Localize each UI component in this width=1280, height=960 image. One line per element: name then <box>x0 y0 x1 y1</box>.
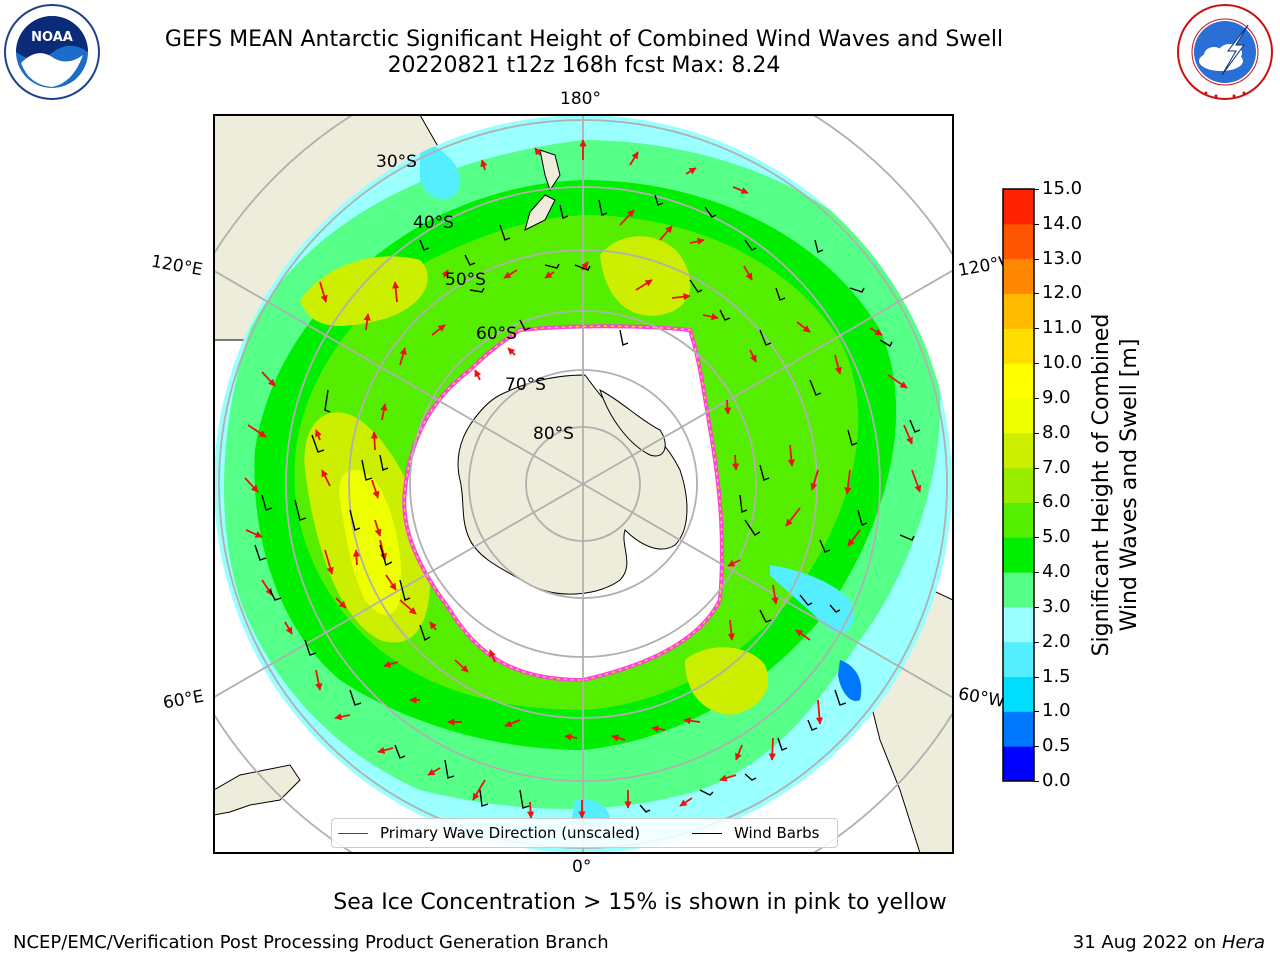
colorbar-tick <box>1034 397 1039 399</box>
colorbar-segment <box>1003 572 1034 608</box>
legend-wind-swatch <box>692 833 722 834</box>
colorbar-tick <box>1034 781 1039 782</box>
colorbar-segment <box>1003 711 1034 747</box>
footer-host: Hera <box>1221 932 1265 953</box>
lat-label-40s: 40°S <box>413 213 454 233</box>
colorbar-tick-label: 11.0 <box>1042 317 1083 339</box>
wind-barbs <box>254 194 921 813</box>
footer-date-text: 31 Aug 2022 on <box>1072 932 1222 953</box>
colorbar-tick <box>1034 189 1039 190</box>
legend-item-wind: Wind Barbs <box>692 824 819 842</box>
colorbar-tick <box>1034 676 1039 678</box>
colorbar-segment <box>1003 746 1034 782</box>
colorbar-segment <box>1003 432 1034 469</box>
colorbar-tick <box>1034 641 1039 643</box>
colorbar-segment <box>1003 676 1034 712</box>
legend-wave-swatch <box>338 833 368 834</box>
colorbar-segment <box>1003 328 1034 364</box>
colorbar-tick-label: 1.5 <box>1042 665 1071 687</box>
colorbar-tick-label: 4.0 <box>1042 561 1071 583</box>
noaa-logo: NOAA <box>4 4 100 100</box>
colorbar-tick <box>1034 293 1039 295</box>
colorbar-tick <box>1034 502 1039 504</box>
colorbar-title-line2: Wind Waves and Swell [m] <box>1117 338 1142 632</box>
noaa-text: NOAA <box>31 30 73 45</box>
legend-item-wave: Primary Wave Direction (unscaled) <box>338 824 640 842</box>
colorbar-tick-label: 15.0 <box>1042 178 1083 199</box>
colorbar <box>1002 188 1035 782</box>
map-legend: Primary Wave Direction (unscaled) Wind B… <box>331 818 838 848</box>
lat-label-60s: 60°S <box>476 324 517 344</box>
colorbar-segment <box>1003 189 1034 225</box>
colorbar-segment <box>1003 502 1034 538</box>
colorbar-title-line1: Significant Height of Combined <box>1089 313 1114 657</box>
africa-landmass <box>214 764 301 816</box>
legend-wave-label: Primary Wave Direction (unscaled) <box>380 824 641 842</box>
colorbar-segment <box>1003 537 1034 573</box>
colorbar-segment <box>1003 467 1034 503</box>
colorbar-tick-label: 5.0 <box>1042 526 1071 548</box>
colorbar-tick <box>1034 467 1039 469</box>
lat-label-50s: 50°S <box>445 270 486 290</box>
footer-date: 31 Aug 2022 on Hera <box>1073 932 1265 953</box>
colorbar-tick <box>1034 363 1039 365</box>
map-frame <box>213 114 954 854</box>
footer-credit: NCEP/EMC/Verification Post Processing Pr… <box>13 932 609 953</box>
colorbar-segment <box>1003 363 1034 399</box>
graticule <box>214 115 953 853</box>
lat-label-70s: 70°S <box>505 375 546 395</box>
colorbar-tick-label: 13.0 <box>1042 247 1083 269</box>
colorbar-tick <box>1034 328 1039 330</box>
colorbar-segment <box>1003 641 1034 678</box>
colorbar-tick-label: 12.0 <box>1042 282 1083 304</box>
wave-direction-arrows <box>244 139 922 819</box>
colorbar-segment <box>1003 223 1034 260</box>
nz-patch-outside <box>214 115 300 140</box>
colorbar-tick-label: 3.0 <box>1042 595 1071 617</box>
lon-label-0: 0° <box>572 857 592 877</box>
sea-ice-caption: Sea Ice Concentration > 15% is shown in … <box>333 890 947 915</box>
colorbar-tick <box>1034 711 1039 713</box>
colorbar-tick-label: 0.5 <box>1042 735 1071 757</box>
colorbar-tick <box>1034 258 1039 260</box>
chart-subtitle: 20220821 t12z 168h fcst Max: 8.24 <box>387 53 781 78</box>
colorbar-tick-label: 10.0 <box>1042 352 1083 374</box>
chart-title: GEFS MEAN Antarctic Significant Height o… <box>164 27 1004 52</box>
colorbar-segment <box>1003 293 1034 329</box>
colorbar-segment <box>1003 606 1034 643</box>
colorbar-tick-label: 9.0 <box>1042 386 1071 408</box>
colorbar-tick-label: 6.0 <box>1042 491 1071 513</box>
colorbar-tick-label: 2.0 <box>1042 630 1071 652</box>
colorbar-tick-label: 7.0 <box>1042 456 1071 478</box>
colorbar-tick <box>1034 432 1039 434</box>
colorbar-tick <box>1034 606 1039 608</box>
colorbar-title: Significant Height of Combined Wind Wave… <box>1088 295 1144 675</box>
colorbar-tick-label: 14.0 <box>1042 212 1083 234</box>
nws-logo <box>1177 4 1273 100</box>
legend-wind-label: Wind Barbs <box>734 824 820 842</box>
colorbar-segment <box>1003 258 1034 294</box>
colorbar-tick <box>1034 223 1039 225</box>
colorbar-tick <box>1034 572 1039 574</box>
colorbar-segment <box>1003 397 1034 434</box>
colorbar-tick <box>1034 746 1039 748</box>
colorbar-tick-label: 1.0 <box>1042 700 1071 722</box>
colorbar-tick-label: 8.0 <box>1042 421 1071 443</box>
colorbar-tick-label: 0.0 <box>1042 770 1071 791</box>
lon-label-180: 180° <box>560 89 601 109</box>
lat-label-30s: 30°S <box>376 152 417 172</box>
colorbar-tick <box>1034 537 1039 539</box>
new-zealand-landmass <box>524 149 561 231</box>
lat-label-80s: 80°S <box>533 424 574 444</box>
